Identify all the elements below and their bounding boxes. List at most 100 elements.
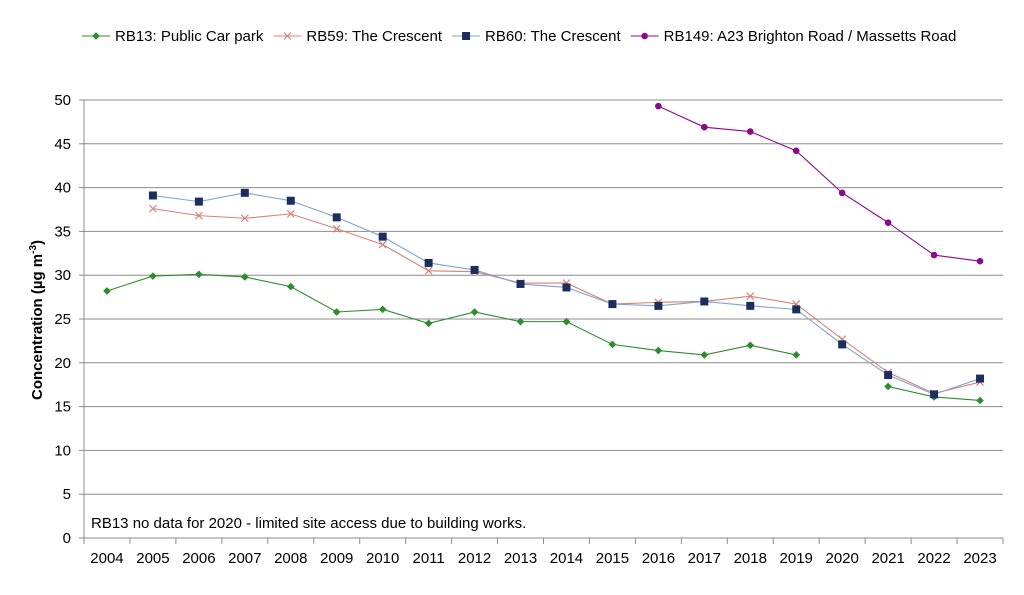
x-tick-label: 2012 [458,550,491,567]
data-point-rb60 [838,340,847,349]
legend-label: RB60: The Crescent [485,28,621,45]
legend-marker [92,32,100,40]
data-point-rb60 [378,232,387,241]
data-point-rb60 [976,374,985,383]
data-point-rb60 [194,197,203,206]
y-tick-label: 20 [54,355,71,372]
data-point-rb60 [746,301,755,310]
data-point-rb59 [332,224,341,233]
data-point-rb60 [700,297,709,306]
x-tick-label: 2006 [182,550,215,567]
data-point-rb149 [655,102,662,110]
x-tick-label: 2011 [412,550,444,567]
data-point-rb13 [470,308,479,316]
y-axis-title-main: Concentration (µg m [29,254,46,400]
data-point-rb60 [424,258,433,267]
x-tick-label: 2016 [642,550,675,567]
series-rb60 [148,188,985,399]
legend-marker [462,32,471,40]
data-point-rb60 [792,305,801,314]
x-tick-label: 2010 [366,550,399,567]
y-tick-label: 30 [54,267,71,284]
x-tick-label: 2022 [917,550,950,567]
data-point-rb59 [378,240,387,249]
data-point-rb59 [194,211,203,220]
legend-item-rb59: RB59: The Crescent [273,28,443,45]
y-tick-label: 25 [54,311,71,328]
x-tick-label: 2018 [734,550,767,567]
legend-label: RB149: A23 Brighton Road / Massetts Road [664,28,957,45]
legend-label: RB59: The Crescent [306,28,442,45]
x-tick-label: 2008 [274,550,307,567]
data-point-rb149 [838,189,846,197]
data-point-rb149 [701,123,708,131]
legend: RB13: Public Car park RB59: The Crescent R… [82,28,956,45]
data-point-rb13 [194,270,203,279]
y-tick-label: 5 [63,486,71,503]
data-point-rb13 [332,308,341,316]
x-tick-label: 2014 [550,550,583,567]
data-point-rb60 [884,371,893,380]
data-point-rb59 [424,266,433,275]
data-point-rb60 [148,191,157,200]
data-point-rb13 [562,317,571,326]
x-tick-label: 2017 [688,550,721,567]
data-point-rb60 [562,283,571,292]
series-line-rb60 [152,192,981,395]
data-point-rb13 [286,282,295,291]
data-point-rb149 [746,128,754,135]
y-axis-ticks: 0 5 10 15 20 25 30 35 40 45 50 [54,92,84,547]
x-tick-label: 2013 [504,550,537,567]
data-point-rb60 [654,301,663,310]
series-line-rb149 [658,105,981,262]
data-point-rb13 [378,305,387,314]
y-axis-title-sup: -3 [28,245,39,254]
legend-item-rb60: RB60: The Crescent [452,28,621,45]
y-tick-label: 40 [54,180,71,197]
data-point-rb13 [976,396,984,405]
y-tick-label: 50 [54,92,71,109]
legend-marker [283,32,292,40]
data-point-rb13 [424,319,433,328]
x-tick-label: 2007 [228,550,261,567]
x-tick-label: 2005 [136,550,169,567]
data-point-rb60 [470,265,479,274]
data-point-rb13 [103,287,111,295]
data-point-rb60 [930,390,939,399]
legend-item-rb13: RB13: Public Car park [82,28,264,45]
data-point-rb59 [286,209,295,218]
data-point-rb149 [930,251,938,259]
data-point-rb60 [608,300,617,309]
data-point-rb13 [792,350,801,359]
data-point-rb13 [240,272,249,281]
data-point-rb60 [332,213,341,222]
legend-item-rb149: RB149: A23 Brighton Road / Massetts Road [630,28,957,45]
y-tick-label: 15 [54,399,71,416]
x-tick-label: 2020 [825,550,858,567]
data-point-rb13 [148,272,157,281]
chart-annotation: RB13 no data for 2020 - limited site acc… [91,515,526,532]
series-rb59 [149,204,984,398]
data-point-rb149 [884,219,892,226]
series-layer [103,102,985,405]
data-point-rb149 [976,257,984,265]
data-point-rb59 [240,214,249,223]
series-rb149 [655,102,984,265]
x-tick-label: 2023 [963,550,996,567]
data-point-rb149 [792,147,800,155]
series-rb13 [103,270,984,405]
y-tick-label: 0 [63,530,71,547]
legend-label: RB13: Public Car park [115,28,264,45]
data-point-rb60 [516,279,525,288]
data-point-rb13 [884,382,893,391]
x-tick-label: 2021 [871,550,904,567]
x-tick-label: 2004 [90,550,123,567]
y-tick-label: 45 [54,136,71,153]
x-tick-label: 2015 [596,550,629,567]
x-tick-label: 2009 [320,550,353,567]
data-point-rb13 [608,340,617,349]
x-axis-ticks: 2004 2005 2006 2007 2008 2009 2010 2011 2012 2013… [83,538,1004,567]
data-point-rb13 [516,317,525,326]
data-point-rb13 [700,350,709,359]
